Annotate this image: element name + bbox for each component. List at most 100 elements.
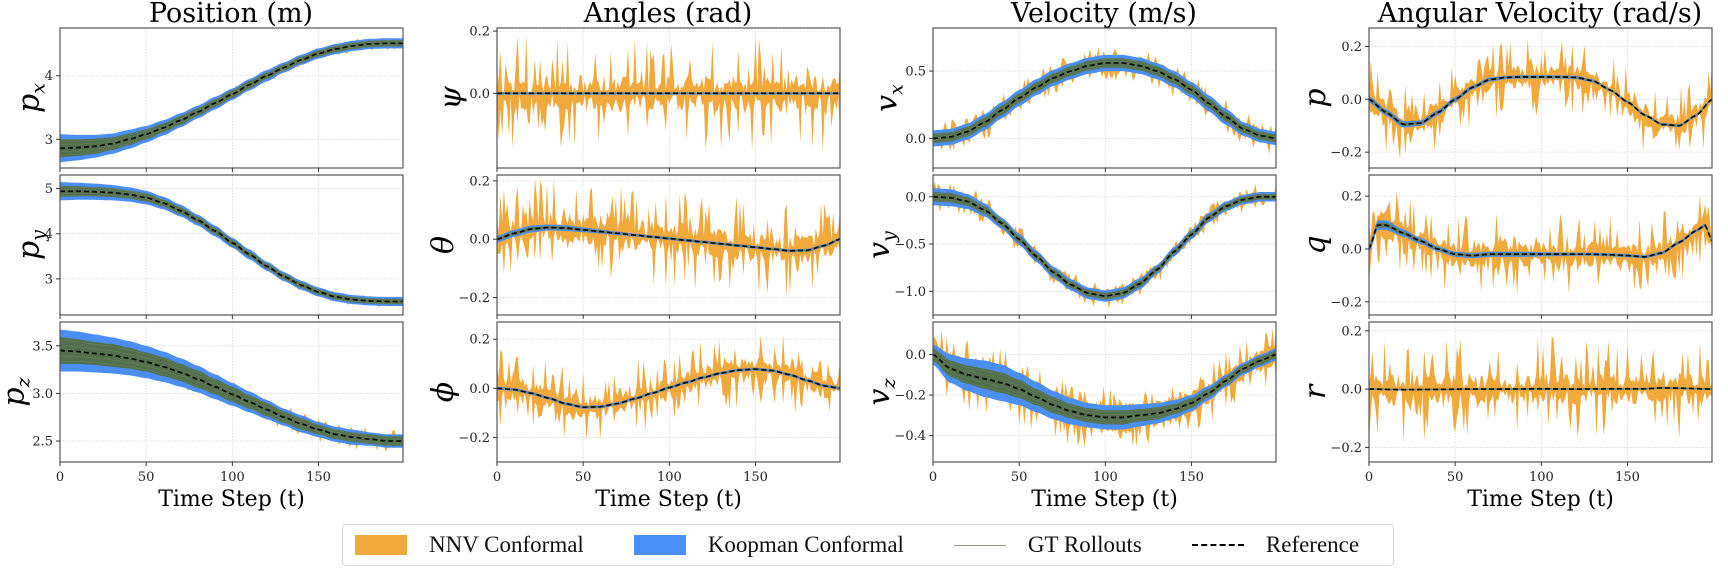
subplot-py: 3 4 5 py [12, 174, 404, 319]
gt-rollout-line [933, 192, 1276, 294]
x-tick-label: 0 [56, 470, 64, 485]
gt-rollout-line [60, 339, 403, 438]
y-tick-label: 0.2 [1341, 190, 1362, 205]
x-tick-label: 150 [1615, 470, 1640, 485]
x-tick-label: 150 [1179, 470, 1204, 485]
x-tick-label: 100 [657, 470, 682, 485]
x-axis-label: Time Step (t) [1467, 487, 1614, 512]
y-axis-label: ψ [434, 86, 469, 110]
nnv-conformal-band [933, 181, 1276, 309]
reference-line [497, 226, 840, 252]
y-tick-label: 4 [45, 227, 53, 242]
y-tick-label: 0.0 [469, 87, 490, 102]
axis-ticks: −0.2 0.0 0.2 [458, 174, 757, 319]
y-axis-label-subscript: y [878, 231, 900, 243]
plot-area [497, 334, 840, 441]
y-axis-label-main: p [0, 387, 32, 406]
gt-rollout-line [933, 355, 1276, 421]
x-tick-label: 50 [1011, 470, 1028, 485]
y-axis-label-main: r [1298, 383, 1333, 399]
y-tick-label: 2.5 [32, 435, 53, 450]
plot-area [60, 37, 403, 163]
y-axis-label: θ [426, 236, 461, 254]
nnv-conformal-band [933, 328, 1276, 448]
plot-area [933, 328, 1276, 448]
legend-swatch-nnv [355, 535, 407, 555]
reference-line [60, 190, 403, 303]
y-tick-label: 0.0 [469, 233, 490, 248]
y-axis-label-main: p [12, 94, 47, 113]
axes-frame [932, 174, 1277, 316]
plot-area [1369, 336, 1712, 443]
axes-frame [932, 321, 1277, 463]
y-axis-label-main: v [870, 95, 905, 112]
reference-line [933, 195, 1276, 297]
reference-line [933, 353, 1276, 419]
gt-rollout-line [933, 357, 1276, 424]
subplot-q: −0.2 0.0 0.2 q [1298, 174, 1713, 319]
y-tick-label: 3.0 [32, 387, 53, 402]
axis-ticks: 0.0 0.5 [905, 65, 1193, 172]
x-tick-label: 100 [1529, 470, 1554, 485]
y-tick-label: 0.2 [469, 25, 490, 40]
gt-rollout-line [60, 360, 403, 446]
y-axis-label-main: p [1298, 88, 1333, 107]
axes-frame [59, 321, 404, 463]
legend-item-reference: Reference [1191, 532, 1359, 558]
gt-rollout-line [60, 41, 403, 145]
column-title-angles: Angles (rad) [583, 0, 753, 29]
x-tick-label: 50 [575, 470, 592, 485]
gt-rollout-line [60, 355, 403, 444]
y-axis-label: vz [862, 378, 900, 406]
gridlines [932, 28, 1276, 168]
column-title-velocity: Velocity (m/s) [1010, 0, 1197, 29]
subplot-r: 0 50 100 150 −0.2 0.0 0.2 r Time Step (t) [1298, 321, 1713, 512]
y-axis-label-main: θ [426, 236, 461, 254]
reference-line [497, 368, 840, 408]
gt-rollout-line [933, 194, 1276, 296]
gt-rollout-line [933, 58, 1276, 136]
y-tick-label: 0.0 [1341, 383, 1362, 398]
y-tick-label: 3 [45, 133, 53, 148]
y-axis-label-main: v [862, 242, 897, 259]
subplot-pz: 0 50 100 150 2.5 3.0 3.5 pz Time Step (t) [0, 321, 404, 512]
gt-rollout-line [60, 194, 403, 304]
gt-rollout-line [60, 45, 403, 156]
y-tick-label: 0.2 [469, 333, 490, 348]
y-tick-label: 0.0 [905, 348, 926, 363]
axes-frame [496, 321, 841, 463]
y-axis-label: p [1298, 88, 1333, 107]
gt-rollout-line [933, 60, 1276, 138]
y-axis-label-main: ϕ [426, 382, 461, 402]
column-title-position: Position (m) [149, 0, 313, 29]
y-axis-label: ϕ [426, 382, 461, 402]
legend-line-gt [953, 544, 1006, 546]
x-tick-label: 0 [929, 470, 937, 485]
y-axis-label: vx [870, 84, 908, 112]
reference-line [1369, 76, 1712, 127]
y-axis-label-subscript: z [878, 378, 900, 390]
axis-ticks: −1.0 −0.5 0.0 [894, 190, 1193, 319]
axis-ticks: 3 4 5 [45, 182, 320, 319]
x-tick-label: 50 [1447, 470, 1464, 485]
y-tick-label: 0.0 [905, 132, 926, 147]
y-axis-label-main: p [12, 241, 47, 260]
axes-frame [1368, 174, 1713, 316]
y-tick-label: 0.5 [905, 65, 926, 80]
axis-ticks: −0.2 0.0 0.2 [1330, 40, 1629, 172]
legend-label-koopman: Koopman Conformal [707, 532, 904, 557]
axes-frame [496, 27, 841, 169]
axis-ticks: −0.2 0.0 0.2 [1330, 190, 1629, 319]
x-axis-label: Time Step (t) [1031, 487, 1178, 512]
x-tick-label: 100 [220, 470, 245, 485]
y-tick-label: 5 [45, 182, 53, 197]
y-tick-label: −0.2 [1330, 441, 1362, 456]
y-tick-label: 0.2 [1341, 324, 1362, 339]
y-tick-label: −0.2 [1330, 146, 1362, 161]
y-tick-label: −0.5 [894, 238, 926, 253]
axis-ticks: 0 50 100 150 2.5 3.0 3.5 [32, 339, 331, 485]
gt-rollout-line [60, 44, 403, 153]
gt-rollout-line [1369, 225, 1712, 258]
y-tick-label: −0.2 [458, 291, 490, 306]
